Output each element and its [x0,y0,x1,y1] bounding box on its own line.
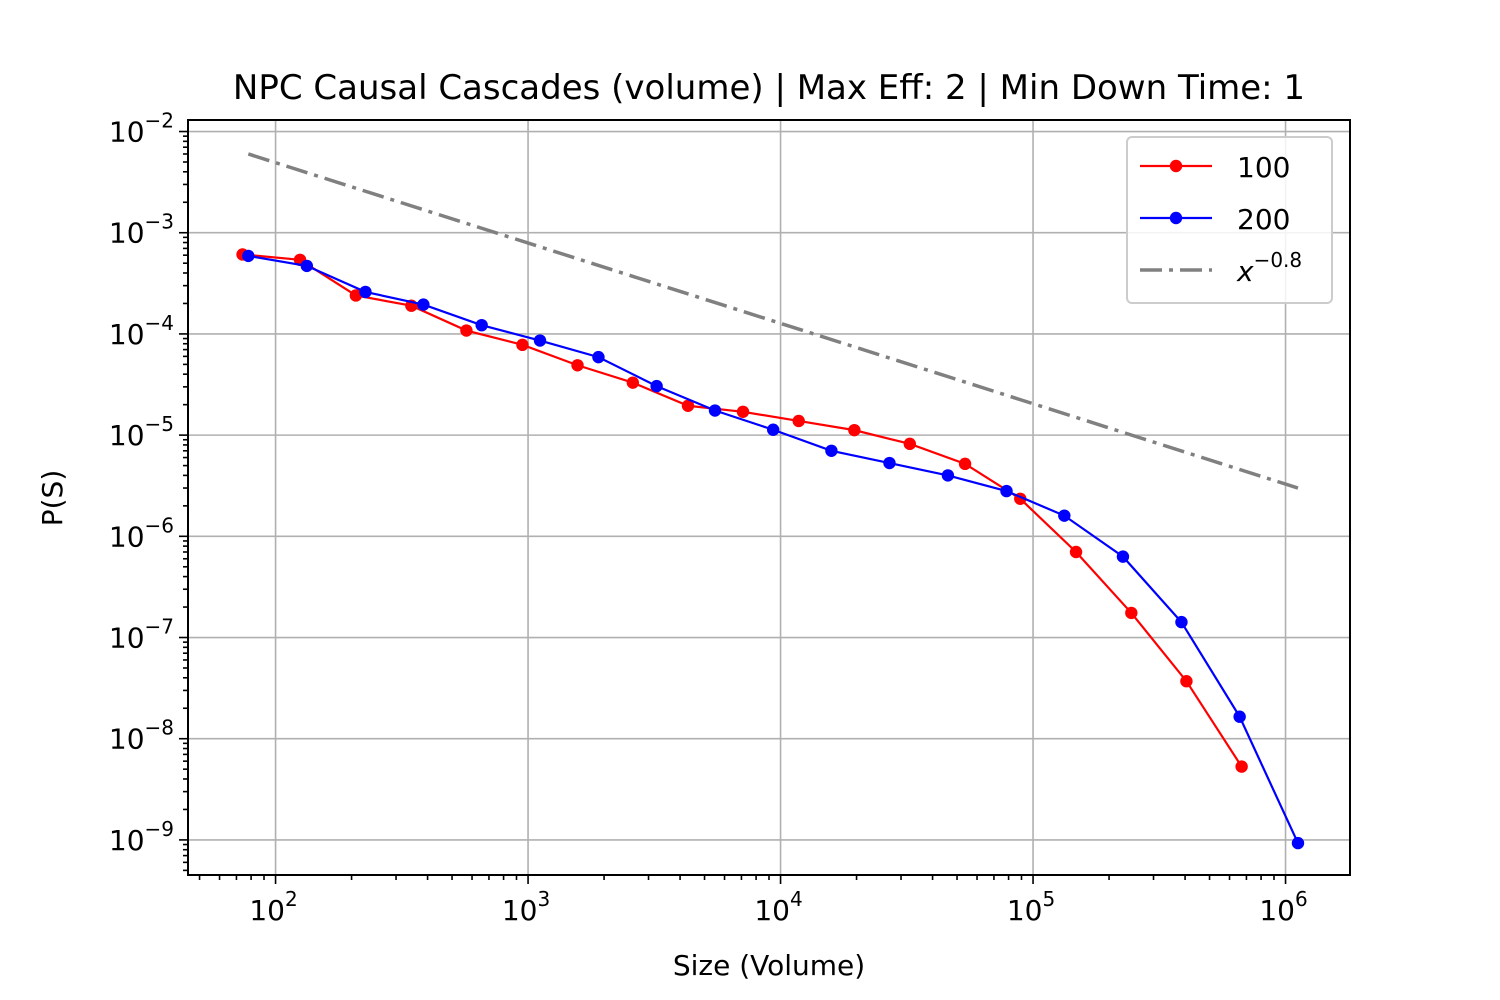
data-point [349,289,363,302]
y-tick-label: 10−6 [109,513,174,553]
y-tick-label-exponent: −6 [145,513,174,537]
data-point [300,259,314,273]
data-point [1235,760,1248,773]
data-point [958,457,972,471]
data-point [941,469,955,482]
x-tick-label: 104 [754,887,802,927]
data-point [736,405,750,418]
x-tick-label-base: 10 [754,894,790,927]
legend-entries: 100 200 x−0.8 [1140,151,1302,288]
data-point [592,350,605,364]
data-point [825,444,838,457]
y-axis-label: P(S) [36,470,69,527]
x-tick-label-exponent: 6 [1295,887,1308,911]
y-tick-label-exponent: −2 [145,109,174,133]
data-point [516,338,529,352]
legend-entry: 100 [1140,151,1290,184]
chart-title: NPC Causal Cascades (volume) | Max Eff: … [233,68,1305,108]
legend-label-base: x [1236,255,1254,288]
data-point [650,379,663,393]
data-point [1125,606,1138,620]
x-tick-label-base: 10 [249,894,285,927]
data-point [1180,675,1193,688]
y-tick-label-exponent: −9 [145,817,174,841]
series-line [247,152,1299,490]
data-point [681,399,695,412]
legend-label: 200 [1237,203,1290,236]
legend-label: 100 [1237,151,1290,184]
y-tick-label: 10−2 [109,109,174,149]
y-tick-label: 10−7 [109,615,174,655]
x-tick-label: 102 [249,887,297,927]
data-point [359,285,372,299]
legend-marker [1169,211,1183,225]
x-tick-label: 103 [502,887,550,927]
y-tick-label-base: 10 [109,419,145,452]
y-tick-label-base: 10 [109,723,145,756]
legend-label: x−0.8 [1236,248,1302,288]
tick-labels: 102 103 104 105 10610−910−810−710−610−510−41… [109,109,1308,927]
y-tick-label-base: 10 [109,824,145,857]
data-point [417,298,430,311]
data-point [883,456,896,470]
x-tick-label: 105 [1007,887,1055,927]
data-point [460,324,473,337]
legend-marker [1169,159,1183,173]
y-tick-label: 10−8 [109,716,174,756]
y-tick-label-exponent: −8 [145,716,174,740]
series-2 [247,152,1299,490]
x-tick-label-exponent: 5 [1043,887,1056,911]
series-0 [236,248,1248,773]
x-tick-label-base: 10 [1007,894,1043,927]
data-point [792,414,805,428]
legend-entry: x−0.8 [1140,248,1302,288]
y-tick-label-exponent: −5 [145,412,174,436]
ticks [179,130,1287,884]
x-tick-label-exponent: 2 [285,887,298,911]
data-point [766,423,780,436]
y-tick-label-base: 10 [109,622,145,655]
y-tick-label: 10−3 [109,210,174,250]
y-tick-label-exponent: −4 [145,311,174,335]
data-point [708,404,722,417]
data-point [626,376,640,389]
y-tick-label-exponent: −3 [145,210,174,234]
x-axis-label: Size (Volume) [673,949,865,982]
data-point [533,334,547,347]
data-point [1291,836,1305,850]
y-tick-label-base: 10 [109,520,145,553]
y-tick-label-exponent: −7 [145,615,174,639]
data-point [1116,550,1130,563]
y-tick-label: 10−5 [109,412,174,452]
data-point [1000,484,1013,498]
series-1 [242,249,1305,850]
data-point [242,249,255,263]
legend-entry: 200 [1140,203,1290,236]
x-tick-label-base: 10 [502,894,538,927]
x-tick-label-exponent: 4 [790,887,803,911]
legend: 100 200 x−0.8 [1126,136,1333,304]
data-point [571,359,584,372]
data-point [903,437,917,451]
data-point [1069,545,1083,559]
data-point [475,318,488,332]
data-point [1175,615,1188,629]
y-tick-label: 10−4 [109,311,174,351]
legend-label-exponent: −0.8 [1254,248,1303,272]
x-tick-label: 106 [1259,887,1307,927]
data-point [1058,509,1071,522]
y-tick-label-base: 10 [109,217,145,250]
y-tick-label-base: 10 [109,318,145,351]
series-layer [236,152,1305,850]
x-tick-label-base: 10 [1259,894,1295,927]
x-tick-label-exponent: 3 [538,887,551,911]
data-point [848,423,861,437]
y-tick-label-base: 10 [109,116,145,149]
y-tick-label: 10−9 [109,817,174,857]
legend-box [1126,136,1333,304]
data-point [1233,710,1246,723]
